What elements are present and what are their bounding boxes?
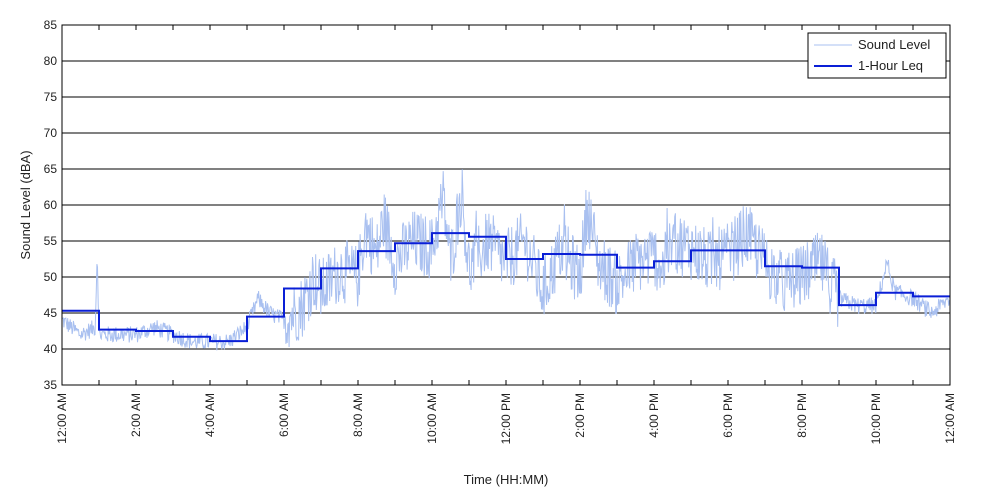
y-axis-ticks: 35 40 45 50 55 60 65 70 75 80 85: [44, 18, 67, 392]
y-tick-label: 55: [44, 234, 58, 248]
x-tick-label: 4:00 PM: [647, 393, 661, 438]
x-axis-ticks: 12:00 AM 2:00 AM 4:00 AM 6:00 AM 8:00 AM 10:0…: [55, 25, 957, 444]
x-axis-title: Time (HH:MM): [464, 472, 549, 487]
y-tick-label: 85: [44, 18, 58, 32]
y-axis-title: Sound Level (dBA): [18, 150, 33, 259]
x-tick-label: 10:00 PM: [869, 393, 883, 444]
legend: Sound Level 1-Hour Leq: [807, 32, 947, 79]
y-tick-label: 60: [44, 198, 58, 212]
y-tick-label: 40: [44, 342, 58, 356]
legend-box: [807, 32, 947, 79]
x-tick-label: 8:00 AM: [351, 393, 365, 437]
leq-step-line: [62, 232, 950, 343]
x-tick-label: 4:00 AM: [203, 393, 217, 437]
y-tick-label: 80: [44, 54, 58, 68]
y-tick-label: 70: [44, 126, 58, 140]
x-tick-label: 12:00 AM: [55, 393, 69, 444]
y-tick-label: 45: [44, 306, 58, 320]
legend-label-sound-level: Sound Level: [858, 37, 930, 52]
grid-lines: [62, 60, 950, 350]
y-tick-label: 75: [44, 90, 58, 104]
x-tick-label: 6:00 AM: [277, 393, 291, 437]
y-tick-label: 65: [44, 162, 58, 176]
x-tick-label: 12:00 PM: [499, 393, 513, 444]
x-tick-label: 12:00 AM: [943, 393, 957, 444]
leq-series: [62, 232, 950, 343]
y-tick-label: 35: [44, 378, 58, 392]
y-tick-label: 50: [44, 270, 58, 284]
x-tick-label: 10:00 AM: [425, 393, 439, 444]
x-tick-label: 2:00 AM: [129, 393, 143, 437]
x-tick-label: 2:00 PM: [573, 393, 587, 438]
x-tick-label: 6:00 PM: [721, 393, 735, 438]
legend-label-leq: 1-Hour Leq: [858, 58, 923, 73]
x-tick-label: 8:00 PM: [795, 393, 809, 438]
